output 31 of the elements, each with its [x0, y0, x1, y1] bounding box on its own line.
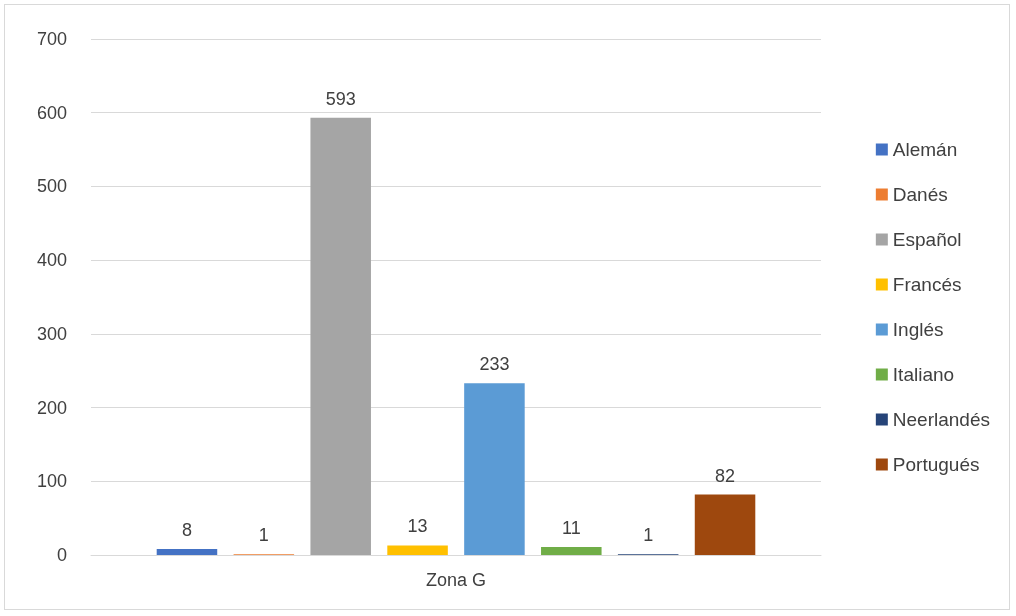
bar — [310, 117, 371, 555]
data-label: 233 — [479, 354, 510, 375]
legend-label: Inglés — [892, 319, 944, 340]
data-label: 82 — [715, 465, 736, 486]
y-tick-label: 200 — [36, 397, 67, 418]
legend-label: Alemán — [892, 139, 958, 160]
y-tick-label: 400 — [36, 250, 67, 271]
data-label: 1 — [258, 525, 269, 546]
y-tick-label: 700 — [36, 29, 67, 49]
bar — [694, 494, 756, 555]
data-label: 1 — [643, 525, 654, 546]
bar — [541, 546, 602, 555]
bar — [387, 545, 448, 555]
bar — [156, 549, 218, 555]
bar — [464, 383, 525, 555]
y-tick-label: 300 — [36, 323, 67, 344]
y-tick-label: 500 — [36, 176, 67, 197]
x-tick-label: Zona G — [425, 570, 487, 590]
data-label: 593 — [325, 88, 356, 109]
data-label: 13 — [407, 516, 428, 537]
legend-label: Neerlandés — [892, 409, 990, 430]
legend-label: Portugués — [892, 454, 980, 475]
legend-label: Italiano — [892, 364, 955, 385]
data-label: 11 — [561, 517, 581, 538]
legend-label: Español — [892, 229, 962, 250]
legend-label: Francés — [892, 274, 962, 295]
data-label: 8 — [181, 520, 192, 541]
y-tick-label: 600 — [36, 102, 67, 123]
y-tick-label: 100 — [36, 471, 67, 492]
y-tick-label: 0 — [56, 545, 67, 565]
legend-label: Danés — [892, 184, 948, 205]
